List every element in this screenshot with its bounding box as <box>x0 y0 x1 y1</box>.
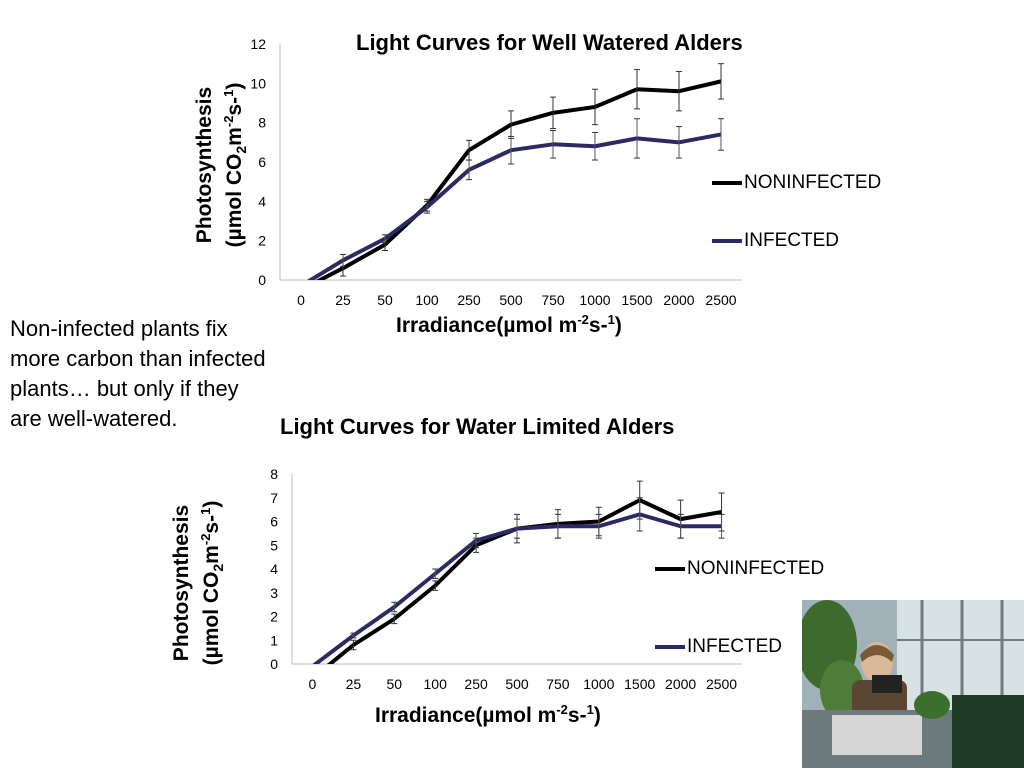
chart2-ylabel-line1: Photosynthesis <box>170 504 193 662</box>
chart2-ylabel-line2: (µmol CO2m-2s-1) <box>198 500 227 666</box>
chart1-x-tick-label: 50 <box>377 292 393 308</box>
chart1-x-tick-label: 2500 <box>705 292 736 308</box>
chart1-xlabel: Irradiance(µmol m-2s-1) <box>396 312 622 337</box>
chart2-x-tick-label: 100 <box>424 676 448 692</box>
chart2-x-tick-label: 750 <box>546 676 570 692</box>
chart1-legend-swatch-noninfected <box>712 181 742 185</box>
greenhouse-photo <box>802 600 1024 768</box>
note-line: more carbon than infected <box>10 346 266 371</box>
note-line: are well-watered. <box>10 406 178 431</box>
chart2-x-tick-label: 2000 <box>665 676 696 692</box>
chart2-y-tick-label: 2 <box>270 609 278 625</box>
chart2-xlabel: Irradiance(µmol m-2s-1) <box>375 702 601 727</box>
chart2-y-tick-label: 3 <box>270 585 278 601</box>
chart2-x-tick-label: 0 <box>309 676 317 692</box>
chart2-y-tick-label: 1 <box>270 632 278 648</box>
chart2-y-tick-label: 6 <box>270 514 278 530</box>
chart2-y-tick-label: 0 <box>270 656 278 672</box>
chart1-x-tick-label: 250 <box>457 292 481 308</box>
chart1-x-tick-label: 500 <box>499 292 523 308</box>
chart1-legend-label-noninfected: NONINFECTED <box>744 172 882 193</box>
chart2-x-tick-label: 1000 <box>583 676 614 692</box>
chart2-x-tick-label: 50 <box>386 676 402 692</box>
chart2-legend-swatch-noninfected <box>655 567 685 571</box>
chart2-y-tick-label: 5 <box>270 537 278 553</box>
chart1-title: Light Curves for Well Watered Alders <box>356 30 743 55</box>
chart2-legend-label-noninfected: NONINFECTED <box>687 558 825 579</box>
summary-note: Non-infected plants fix more carbon than… <box>10 314 330 434</box>
chart1-series-infected <box>306 118 724 280</box>
chart2-legend-swatch-infected <box>655 645 685 649</box>
note-line: Non-infected plants fix <box>10 316 228 341</box>
chart1-y-tick-label: 6 <box>258 154 266 170</box>
chart1-y-tick-label: 12 <box>250 36 266 52</box>
chart2-y-tick-label: 7 <box>270 490 278 506</box>
chart2-x-tick-label: 250 <box>464 676 488 692</box>
chart1-y-tick-label: 2 <box>258 233 266 249</box>
chart1-x-tick-label: 25 <box>335 292 351 308</box>
chart2-y-tick-label: 4 <box>270 561 278 577</box>
chart2-x-tick-label: 2500 <box>706 676 737 692</box>
chart1-y-tick-label: 10 <box>250 75 266 91</box>
person-with-plant-photo-icon <box>802 600 1024 768</box>
chart2-x-tick-label: 500 <box>505 676 529 692</box>
chart2-series-infected <box>312 497 725 664</box>
chart1-x-tick-label: 1500 <box>621 292 652 308</box>
chart2-legend-infected: INFECTED <box>655 636 782 658</box>
chart2-y-tick-label: 8 <box>270 466 278 482</box>
chart1-legend-infected: INFECTED <box>712 230 839 252</box>
chart1-y-tick-label: 8 <box>258 115 266 131</box>
chart2-x-tick-label: 1500 <box>624 676 655 692</box>
chart2-ylabel: Photosynthesis (µmol CO2m-2s-1) <box>170 483 226 683</box>
chart1-legend-label-infected: INFECTED <box>744 230 839 251</box>
chart1-x-tick-label: 750 <box>541 292 565 308</box>
chart1-x-tick-label: 0 <box>297 292 305 308</box>
chart1-legend-noninfected: NONINFECTED <box>712 172 881 194</box>
chart1-y-tick-label: 4 <box>258 193 266 209</box>
chart2-legend-label-infected: INFECTED <box>687 636 782 657</box>
chart1-series-noninfected <box>315 63 724 280</box>
chart1-legend-swatch-infected <box>712 239 742 243</box>
chart1-x-tick-label: 1000 <box>579 292 610 308</box>
chart1-y-tick-label: 0 <box>258 272 266 288</box>
chart1-x-tick-label: 100 <box>415 292 439 308</box>
note-line: plants… but only if they <box>10 376 239 401</box>
chart2-title: Light Curves for Water Limited Alders <box>280 414 675 439</box>
chart2-x-tick-label: 25 <box>346 676 362 692</box>
chart2-legend-noninfected: NONINFECTED <box>655 558 824 580</box>
chart1-x-tick-label: 2000 <box>663 292 694 308</box>
